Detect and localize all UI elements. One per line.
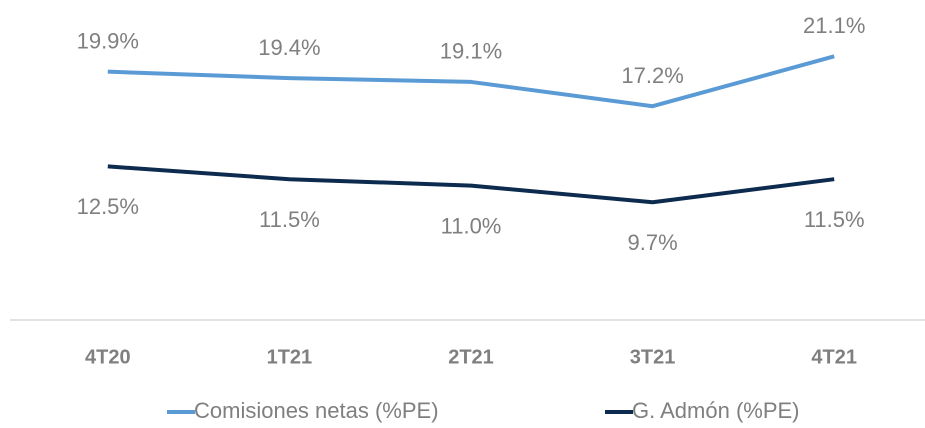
x-tick-label: 1T21 bbox=[267, 346, 313, 368]
x-tick-label: 4T21 bbox=[811, 346, 857, 368]
x-tick-label: 4T20 bbox=[85, 346, 131, 368]
series-line bbox=[107, 164, 835, 205]
data-label: 19.4% bbox=[258, 35, 320, 60]
data-label: 21.1% bbox=[803, 13, 865, 38]
data-label: 11.5% bbox=[259, 207, 320, 232]
x-tick-label: 3T21 bbox=[630, 346, 676, 368]
series-line bbox=[107, 54, 835, 109]
x-tick-label: 2T21 bbox=[448, 346, 494, 368]
data-label: 9.7% bbox=[628, 230, 678, 255]
data-label: 19.1% bbox=[440, 39, 502, 64]
data-label: 11.5% bbox=[804, 207, 865, 232]
data-label: 17.2% bbox=[621, 63, 683, 88]
data-label: 12.5% bbox=[77, 194, 139, 219]
data-label: 11.0% bbox=[441, 213, 502, 238]
data-label: 19.9% bbox=[77, 28, 139, 53]
legend-label: Comisiones netas (%PE) bbox=[194, 398, 439, 423]
legend-label: G. Admón (%PE) bbox=[632, 398, 800, 423]
